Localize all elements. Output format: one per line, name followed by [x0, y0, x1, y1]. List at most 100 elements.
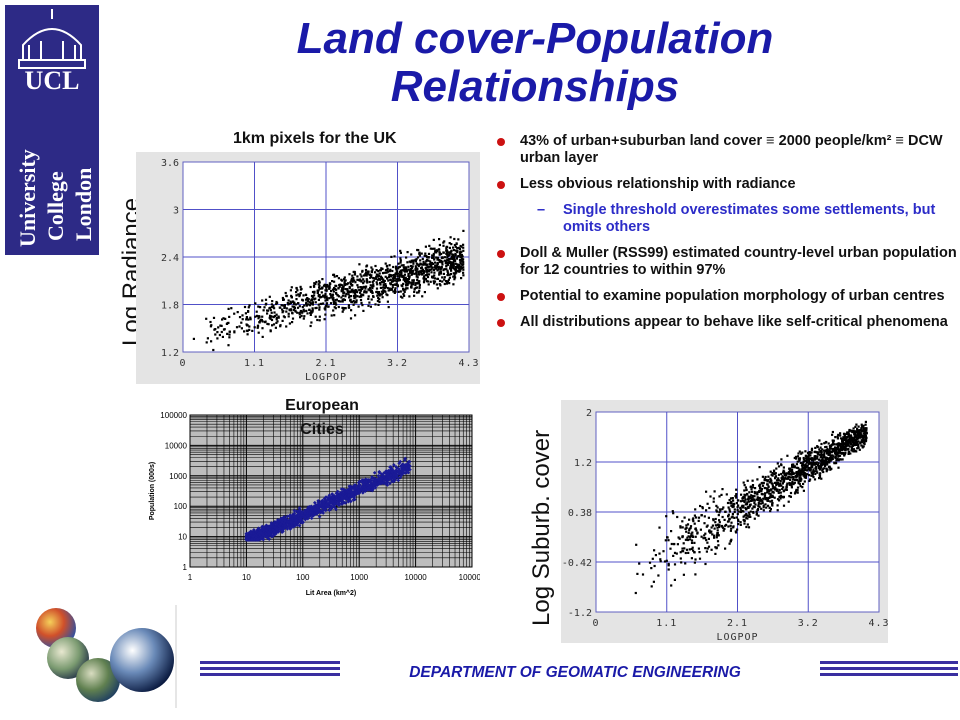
data-point — [652, 580, 655, 583]
data-point — [337, 300, 340, 303]
data-point — [737, 523, 740, 526]
data-point — [437, 248, 440, 251]
data-point — [433, 274, 436, 277]
data-point — [793, 492, 797, 495]
data-point — [753, 501, 756, 505]
y-tick-label: 1000 — [169, 472, 187, 481]
plot-area — [189, 414, 473, 568]
data-point — [285, 325, 288, 328]
data-point — [707, 516, 710, 519]
data-point — [759, 486, 762, 489]
data-point — [712, 497, 715, 500]
data-point — [780, 458, 783, 461]
y-tick-label: 10 — [178, 533, 187, 542]
data-point — [235, 326, 239, 329]
data-point — [815, 467, 818, 470]
data-point — [737, 518, 740, 521]
data-point — [727, 525, 730, 528]
data-point — [810, 451, 813, 454]
data-point — [418, 289, 421, 292]
data-point — [797, 480, 800, 483]
data-point — [283, 304, 286, 307]
x-tick-label: 1000 — [350, 573, 368, 582]
data-point — [415, 258, 418, 261]
data-point — [436, 277, 439, 280]
data-point — [687, 531, 690, 534]
data-point — [446, 258, 449, 262]
data-point — [859, 429, 862, 432]
data-point — [788, 475, 791, 478]
data-point — [819, 446, 822, 449]
data-point — [774, 475, 777, 478]
data-point — [338, 498, 343, 503]
data-point — [291, 301, 295, 304]
data-point — [782, 486, 785, 489]
data-point — [804, 454, 807, 457]
x-tick-label: 1 — [188, 573, 193, 582]
data-point — [302, 317, 305, 320]
data-point — [708, 529, 711, 532]
data-point — [270, 315, 273, 318]
data-point — [334, 307, 337, 310]
data-point — [388, 288, 391, 292]
data-point — [842, 436, 845, 439]
uk-plot-caption: 1km pixels for the UK — [233, 130, 397, 147]
data-point — [641, 573, 645, 576]
data-point — [846, 436, 849, 439]
data-point — [331, 288, 334, 291]
data-point — [403, 290, 406, 293]
data-point — [713, 527, 716, 530]
data-point — [757, 505, 760, 508]
data-point — [845, 441, 848, 444]
data-point — [732, 499, 735, 502]
data-point — [454, 260, 457, 263]
data-point — [456, 255, 459, 258]
data-point — [408, 260, 411, 263]
ucl-logo: UCL University College London — [5, 5, 99, 255]
data-point — [291, 317, 295, 320]
data-point — [383, 271, 386, 274]
data-point — [458, 259, 462, 262]
data-point — [287, 312, 290, 315]
data-point — [456, 269, 459, 273]
data-point — [446, 256, 449, 259]
data-point — [733, 502, 736, 505]
data-point — [414, 283, 417, 286]
data-point — [384, 275, 387, 278]
data-point — [706, 502, 709, 505]
data-point — [275, 302, 278, 306]
data-point — [736, 513, 739, 516]
data-point — [802, 474, 805, 477]
data-point — [823, 467, 826, 470]
data-point — [288, 309, 291, 312]
data-point — [420, 252, 423, 255]
data-point — [826, 449, 829, 452]
data-point — [722, 506, 725, 509]
data-point — [454, 254, 457, 257]
data-point — [365, 278, 368, 281]
data-point — [305, 309, 308, 312]
data-point — [359, 298, 363, 302]
data-point — [821, 469, 824, 472]
data-point — [816, 471, 819, 474]
data-point — [347, 484, 352, 489]
data-point — [678, 537, 681, 540]
data-point — [462, 274, 465, 277]
data-point — [341, 306, 344, 309]
data-point — [453, 243, 456, 247]
data-point — [371, 268, 374, 271]
data-point — [342, 285, 345, 288]
data-point — [788, 495, 791, 498]
data-point — [356, 291, 359, 294]
data-point — [728, 508, 731, 511]
data-point — [769, 494, 772, 497]
data-point — [698, 557, 702, 560]
data-point — [386, 277, 389, 280]
data-point — [311, 290, 315, 294]
data-point — [756, 491, 759, 494]
data-point — [214, 333, 217, 336]
data-point — [766, 504, 770, 507]
data-point — [807, 457, 810, 460]
data-point — [796, 491, 799, 494]
